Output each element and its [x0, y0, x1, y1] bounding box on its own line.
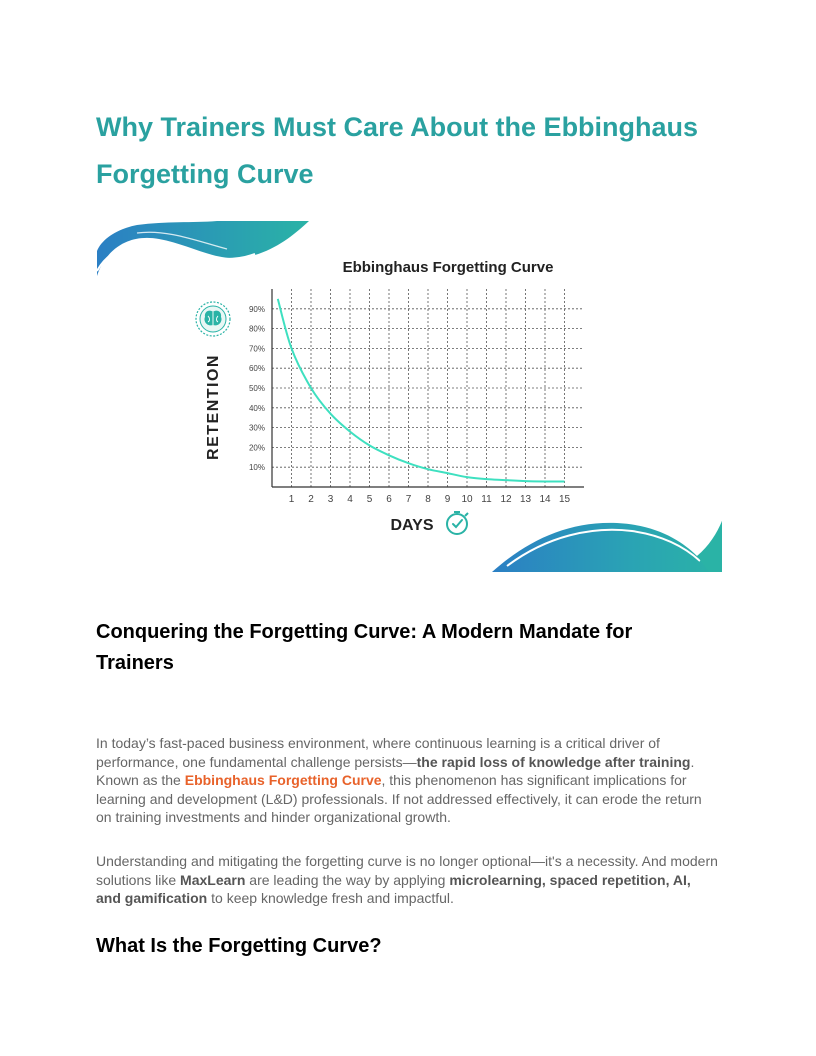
paragraph-line: on training investments and hinder organ…	[96, 809, 451, 826]
y-axis-label: RETENTION	[205, 354, 222, 460]
y-tick-label: 80%	[249, 325, 265, 334]
x-tick-label: 8	[425, 494, 431, 505]
x-tick-label: 14	[539, 494, 551, 505]
x-tick-label: 7	[406, 494, 412, 505]
x-tick-label: 10	[461, 494, 473, 505]
section-heading-line: Trainers	[96, 652, 174, 674]
section-heading: Conquering the Forgetting Curve: A Moder…	[96, 617, 716, 679]
page-title: Why Trainers Must Care About the Ebbingh…	[96, 104, 736, 198]
x-tick-label: 11	[481, 494, 492, 505]
paragraph-line: Known as the Ebbinghaus Forgetting Curve…	[96, 771, 726, 790]
y-tick-label: 60%	[249, 364, 265, 373]
forgetting-curve-figure: Ebbinghaus Forgetting Curve RETENTION 10…	[97, 221, 722, 572]
x-tick-label: 9	[445, 494, 451, 505]
y-tick-label: 40%	[249, 404, 265, 413]
chart-grid	[272, 289, 584, 487]
x-tick-label: 3	[328, 494, 334, 505]
subsection-heading: What Is the Forgetting Curve?	[96, 935, 382, 957]
forgetting-curve-chart: Ebbinghaus Forgetting Curve RETENTION 10…	[97, 221, 722, 572]
x-tick-label: 4	[347, 494, 353, 505]
y-tick-label: 90%	[249, 305, 265, 314]
retention-curve	[276, 298, 565, 483]
x-axis-label: DAYS	[391, 517, 434, 534]
section-heading-line: Conquering the Forgetting Curve: A Moder…	[96, 621, 633, 643]
y-tick-label: 10%	[249, 463, 265, 472]
y-tick-label: 70%	[249, 344, 265, 353]
text-run: are leading the way by applying	[245, 871, 450, 888]
y-tick-labels: 10% 20% 30% 40% 50% 60% 70% 80% 90%	[249, 305, 265, 472]
y-tick-label: 30%	[249, 424, 265, 433]
brain-icon	[195, 301, 231, 337]
title-line: Forgetting Curve	[96, 159, 314, 189]
bold-phrase: microlearning, spaced repetition, AI,	[449, 871, 691, 888]
x-tick-labels: 1 2 3 4 5 6 7 8 9 10 11 12 13 14 15	[289, 494, 571, 505]
x-tick-label: 2	[308, 494, 314, 505]
clock-check-icon	[446, 511, 469, 535]
chart-title: Ebbinghaus Forgetting Curve	[343, 259, 554, 276]
bold-phrase: the rapid loss of knowledge after traini…	[416, 753, 691, 770]
decorative-swoosh-top	[97, 221, 309, 276]
paragraph-line: learning and development (L&D) professio…	[96, 790, 702, 807]
paragraph-line: performance, one fundamental challenge p…	[96, 753, 726, 772]
text-run: to keep knowledge fresh and impactful.	[207, 890, 454, 907]
x-tick-label: 13	[520, 494, 532, 505]
paragraph-line: and gamification to keep knowledge fresh…	[96, 889, 726, 908]
intro-paragraph: In today’s fast-paced business environme…	[96, 734, 726, 827]
x-tick-label: 15	[559, 494, 571, 505]
solutions-paragraph: Understanding and mitigating the forgett…	[96, 852, 726, 908]
paragraph-line: solutions like MaxLearn are leading the …	[96, 871, 726, 890]
bold-phrase: MaxLearn	[180, 871, 246, 888]
text-run: solutions like	[96, 871, 181, 888]
y-tick-label: 50%	[249, 384, 265, 393]
title-line: Why Trainers Must Care About the Ebbingh…	[96, 112, 699, 142]
text-run: Known as the	[96, 772, 185, 789]
x-tick-label: 6	[386, 494, 392, 505]
chart-axes	[271, 289, 584, 488]
text-run: performance, one fundamental challenge p…	[96, 753, 417, 770]
paragraph-line: In today’s fast-paced business environme…	[96, 735, 660, 751]
y-tick-label: 20%	[249, 443, 265, 452]
text-run: .	[690, 753, 695, 770]
decorative-swoosh-bottom	[492, 521, 722, 572]
paragraph-line: Understanding and mitigating the forgett…	[96, 853, 718, 869]
x-tick-label: 5	[367, 494, 373, 505]
x-tick-label: 12	[500, 494, 512, 505]
highlight-link[interactable]: Ebbinghaus Forgetting Curve	[184, 772, 382, 789]
text-run: , this phenomenon has significant implic…	[381, 772, 687, 789]
x-tick-label: 1	[289, 494, 295, 505]
bold-phrase: and gamification	[96, 890, 208, 907]
